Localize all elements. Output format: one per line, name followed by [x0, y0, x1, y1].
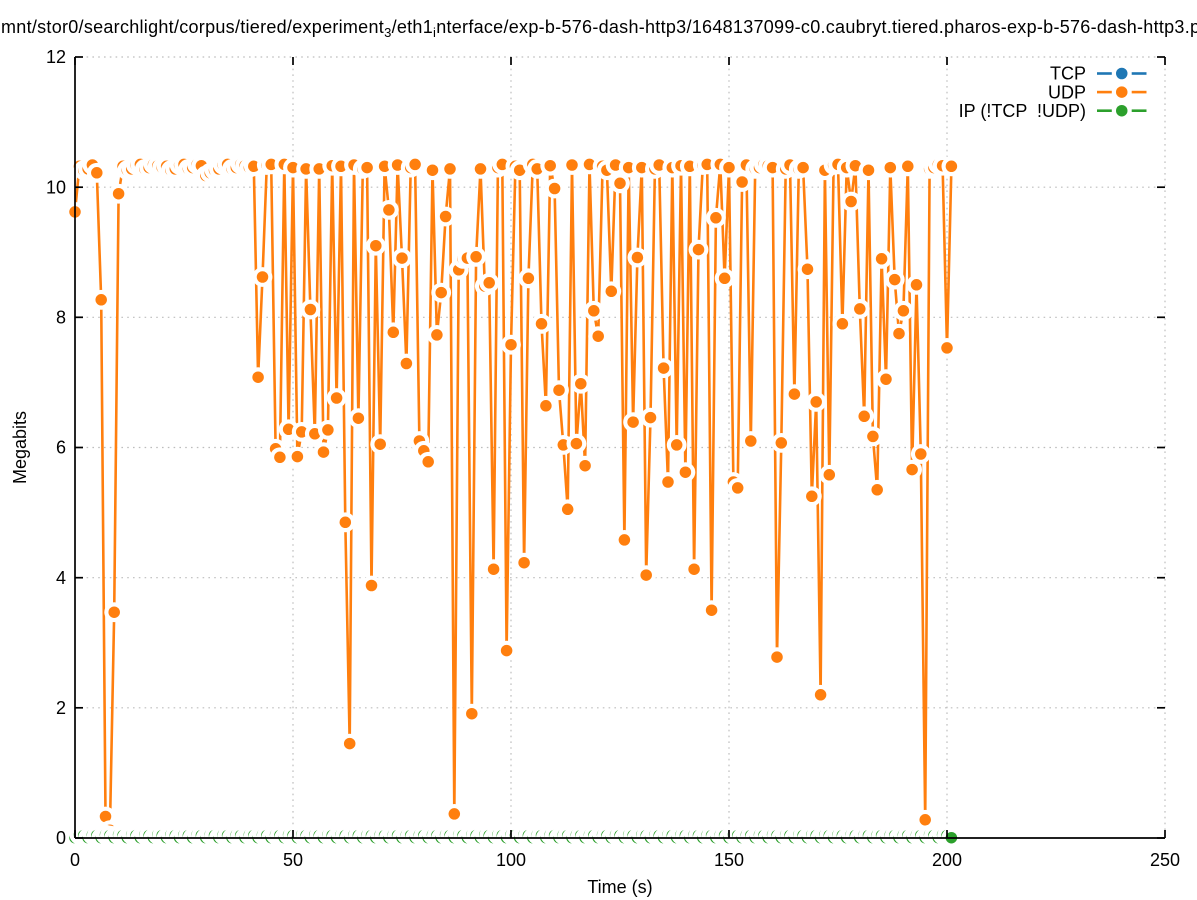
svg-text:100: 100	[496, 850, 526, 870]
svg-text:2: 2	[56, 698, 66, 718]
svg-text:200: 200	[932, 850, 962, 870]
svg-text:10: 10	[46, 177, 66, 197]
svg-text:4: 4	[56, 568, 66, 588]
svg-text:250: 250	[1150, 850, 1180, 870]
svg-text:12: 12	[46, 47, 66, 67]
svg-text:50: 50	[283, 850, 303, 870]
svg-text:8: 8	[56, 308, 66, 328]
svg-text:UDP: UDP	[1048, 82, 1086, 102]
svg-text:TCP: TCP	[1050, 64, 1086, 84]
svg-text:0: 0	[56, 828, 66, 848]
svg-text:IP (!TCP !UDP): IP (!TCP !UDP)	[959, 101, 1086, 121]
svg-text:mnt/stor0/searchlight/corpus/t: mnt/stor0/searchlight/corpus/tiered/expe…	[1, 17, 1197, 40]
svg-text:Megabits: Megabits	[10, 411, 30, 484]
svg-text:0: 0	[70, 850, 80, 870]
svg-text:Time (s): Time (s)	[587, 877, 652, 897]
svg-text:150: 150	[714, 850, 744, 870]
svg-text:6: 6	[56, 438, 66, 458]
